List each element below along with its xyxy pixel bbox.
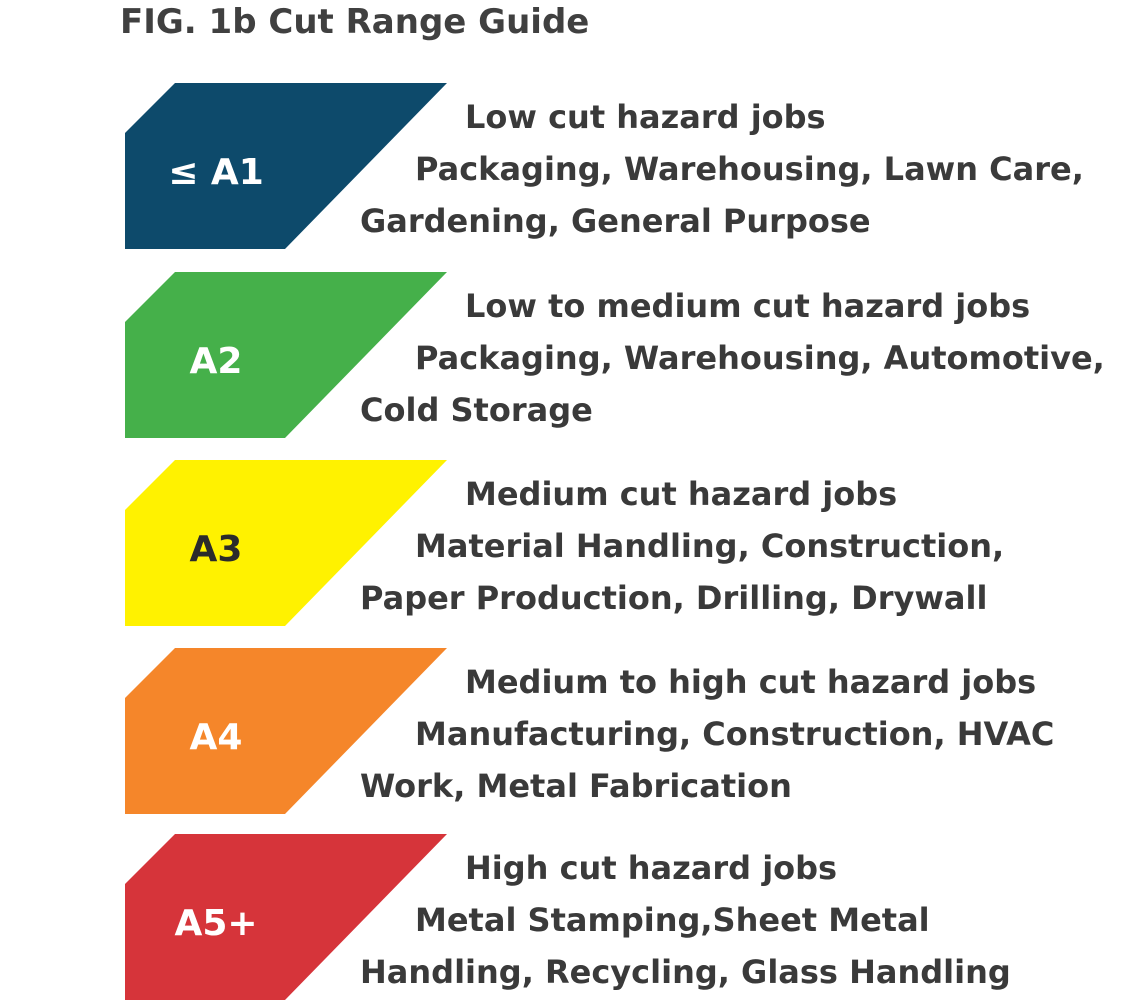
level-hazard-a1: Low cut hazard jobs xyxy=(465,98,826,136)
level-tag-fill-a3 xyxy=(125,460,447,626)
level-tag-fill-a2 xyxy=(125,272,447,438)
level-tag-a2: A2 xyxy=(125,272,447,438)
left-margin-strip xyxy=(0,55,128,1000)
level-row-a3: A3 Medium cut hazard jobs Material Handl… xyxy=(0,460,1141,626)
level-industries-a4-line2: Work, Metal Fabrication xyxy=(360,767,792,805)
level-industries-a2-line1: Packaging, Warehousing, Automotive, xyxy=(415,339,1105,377)
level-hazard-a3: Medium cut hazard jobs xyxy=(465,475,898,513)
level-tag-fill-a5 xyxy=(125,834,447,1000)
level-tag-shape-a4 xyxy=(125,648,447,814)
level-tag-fill-a1 xyxy=(125,83,447,249)
level-row-a1: ≤ A1 Low cut hazard jobs Packaging, Ware… xyxy=(0,83,1141,249)
level-industries-a3-line2: Paper Production, Drilling, Drywall xyxy=(360,579,988,617)
level-tag-shape-a3 xyxy=(125,460,447,626)
level-industries-a2-line2: Cold Storage xyxy=(360,391,593,429)
level-hazard-a2: Low to medium cut hazard jobs xyxy=(465,287,1031,325)
level-tag-label-a3: A3 xyxy=(189,528,243,570)
level-tag-a5: A5+ xyxy=(125,834,447,1000)
level-description-a3: Medium cut hazard jobs Material Handling… xyxy=(360,468,1140,624)
level-row-a2: A2 Low to medium cut hazard jobs Packagi… xyxy=(0,272,1141,438)
level-tag-shape-a2 xyxy=(125,272,447,438)
level-tag-a1: ≤ A1 xyxy=(125,83,447,249)
level-description-a5: High cut hazard jobs Metal Stamping,Shee… xyxy=(360,842,1140,998)
level-description-a2: Low to medium cut hazard jobs Packaging,… xyxy=(360,280,1140,436)
level-industries-a1-line1: Packaging, Warehousing, Lawn Care, xyxy=(415,150,1084,188)
level-industries-a5-line2: Handling, Recycling, Glass Handling xyxy=(360,953,1011,991)
level-tag-a4: A4 xyxy=(125,648,447,814)
level-industries-a4-line1: Manufacturing, Construction, HVAC xyxy=(415,715,1055,753)
level-description-a4: Medium to high cut hazard jobs Manufactu… xyxy=(360,656,1140,812)
level-tag-label-a4: A4 xyxy=(189,716,243,758)
level-tag-shape-a5 xyxy=(125,834,447,1000)
level-industries-a1-line2: Gardening, General Purpose xyxy=(360,202,871,240)
figure-title: FIG. 1b Cut Range Guide xyxy=(120,2,590,42)
level-row-a5: A5+ High cut hazard jobs Metal Stamping,… xyxy=(0,834,1141,1000)
level-tag-label-a2: A2 xyxy=(189,340,243,382)
level-tag-fill-a4 xyxy=(125,648,447,814)
level-industries-a3-line1: Material Handling, Construction, xyxy=(415,527,1005,565)
level-hazard-a4: Medium to high cut hazard jobs xyxy=(465,663,1037,701)
level-industries-a5-line1: Metal Stamping,Sheet Metal xyxy=(415,901,930,939)
level-tag-shape-a1 xyxy=(125,83,447,249)
level-row-a4: A4 Medium to high cut hazard jobs Manufa… xyxy=(0,648,1141,814)
level-hazard-a5: High cut hazard jobs xyxy=(465,849,838,887)
level-tag-label-a1: ≤ A1 xyxy=(168,151,264,193)
level-description-a1: Low cut hazard jobs Packaging, Warehousi… xyxy=(360,91,1140,247)
level-tag-a3: A3 xyxy=(125,460,447,626)
level-tag-label-a5: A5+ xyxy=(174,902,258,944)
